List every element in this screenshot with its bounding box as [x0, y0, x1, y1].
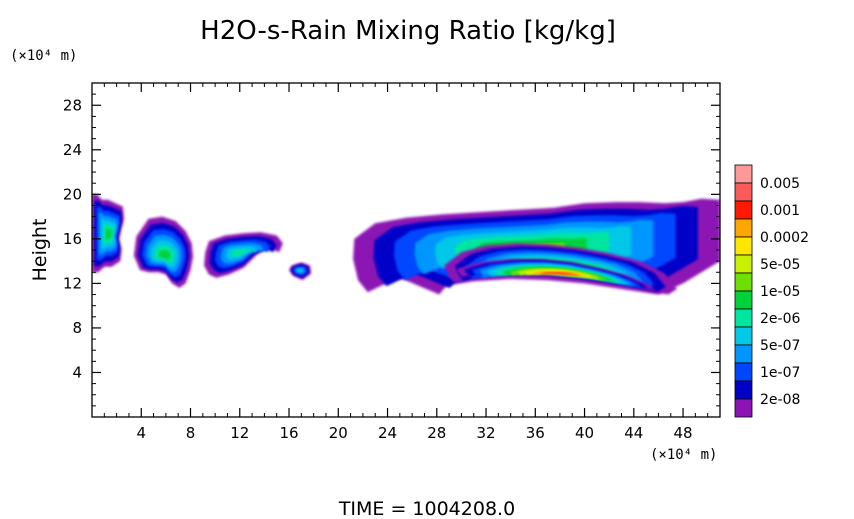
contour-band	[231, 249, 251, 257]
rain-region	[133, 216, 193, 288]
y-axis-label: Height	[29, 219, 51, 282]
colorbar-label: 2e-06	[760, 311, 800, 327]
colorbar-label: 0.005	[760, 176, 800, 192]
colorbar-swatch	[734, 398, 753, 418]
rain-field	[92, 194, 720, 295]
contour-band	[158, 249, 171, 260]
rain-region	[456, 258, 656, 291]
y-axis-unit: (×10⁴ m)	[10, 48, 77, 64]
colorbar-swatch	[734, 380, 753, 400]
x-tick-label: 36	[526, 424, 545, 442]
colorbar-label: 5e-05	[760, 257, 800, 273]
colorbar-swatch	[734, 272, 753, 292]
colorbar: 0.005 0.001 0.0002 5e-05 1e-05 2e-06 5e-07 1e-0…	[734, 164, 809, 418]
time-label: TIME = 1004208.0	[338, 498, 515, 519]
y-tick-label: 12	[63, 274, 82, 292]
colorbar-swatch	[734, 182, 753, 202]
colorbar-swatch	[734, 362, 753, 382]
chart-title: H2O-s-Rain Mixing Ratio [kg/kg]	[200, 16, 616, 46]
y-tick-label: 20	[63, 185, 82, 203]
minor-ticks	[92, 83, 720, 417]
colorbar-swatch	[734, 308, 753, 328]
y-tick-label: 28	[63, 96, 82, 114]
colorbar-label: 0.0002	[760, 230, 809, 246]
rain-region	[92, 194, 124, 273]
colorbar-label: 2e-08	[760, 392, 800, 408]
rain-region	[204, 232, 283, 278]
colorbar-label: 5e-07	[760, 338, 800, 354]
contour-band	[548, 272, 573, 276]
colorbar-swatch	[734, 344, 753, 364]
y-axis: 4 8 12 16 20 24 28	[63, 96, 720, 381]
x-tick-label: 48	[674, 424, 693, 442]
y-tick-label: 24	[63, 141, 82, 159]
colorbar-label: 0.001	[760, 203, 800, 219]
x-tick-label: 20	[329, 424, 348, 442]
x-tick-label: 28	[427, 424, 446, 442]
y-tick-label: 4	[72, 363, 82, 381]
colorbar-swatch	[734, 200, 753, 220]
x-tick-label: 12	[230, 424, 249, 442]
colorbar-swatch	[734, 218, 753, 238]
colorbar-swatch	[734, 236, 753, 256]
y-tick-label: 16	[63, 230, 82, 248]
colorbar-swatch	[734, 326, 753, 346]
colorbar-label: 1e-05	[760, 284, 800, 300]
x-axis-unit: (×10⁴ m)	[650, 447, 717, 463]
contour-band	[105, 228, 113, 240]
rain-region	[289, 262, 312, 281]
x-tick-label: 8	[186, 424, 196, 442]
x-tick-label: 40	[575, 424, 594, 442]
colorbar-swatch	[734, 164, 753, 184]
colorbar-swatch	[734, 254, 753, 274]
contour-band	[296, 268, 303, 273]
colorbar-swatch	[734, 290, 753, 310]
x-tick-label: 16	[279, 424, 298, 442]
x-tick-label: 32	[476, 424, 495, 442]
x-tick-label: 24	[378, 424, 397, 442]
x-tick-label: 44	[624, 424, 643, 442]
contour-band	[541, 272, 580, 276]
colorbar-label: 1e-07	[760, 365, 800, 381]
y-tick-label: 8	[72, 319, 82, 337]
x-axis: 4 8 12 16 20 24 28 32 36 40 44 48	[136, 83, 693, 442]
x-tick-label: 4	[136, 424, 146, 442]
